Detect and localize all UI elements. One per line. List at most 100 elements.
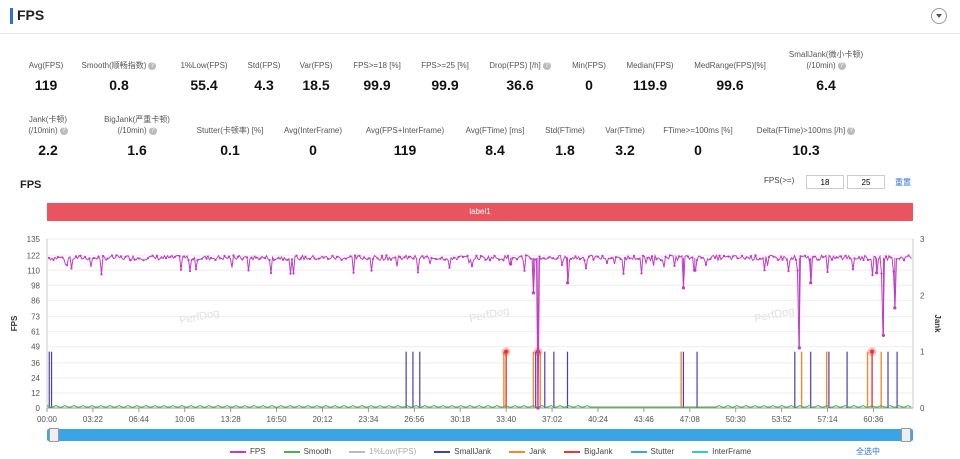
fps-drop-point: [809, 281, 813, 285]
y2-tick-label: 3: [920, 235, 925, 244]
fps-point: [79, 254, 82, 257]
fps-drop-point: [681, 286, 686, 290]
legend-item-stutter[interactable]: Stutter: [630, 447, 674, 456]
time-range-slider[interactable]: [47, 428, 913, 442]
stat-value: 119: [34, 77, 58, 93]
fps-point: [826, 270, 829, 274]
stat-jank: Jank(卡顿) (/10min)? 2.2: [0, 114, 103, 158]
y-tick-label: 135: [27, 235, 41, 244]
fps-point: [61, 256, 64, 259]
help-icon[interactable]: ?: [148, 126, 157, 135]
help-icon[interactable]: ?: [59, 126, 68, 135]
fps-point: [556, 257, 559, 260]
stat-delta-ftime-100ms-h: Delta(FTime)>100ms [/h]? 10.3: [751, 125, 861, 158]
fps-point: [191, 258, 195, 261]
fps-point: [380, 254, 384, 257]
stat-label: Var(FPS): [261, 60, 371, 71]
help-icon[interactable]: ?: [542, 61, 551, 70]
legend-item-smooth[interactable]: Smooth: [283, 447, 331, 456]
fps-point: [511, 257, 514, 260]
fps-point: [106, 257, 109, 260]
fps-point: [772, 255, 775, 258]
help-icon[interactable]: ?: [148, 61, 157, 70]
fps-point: [892, 270, 895, 273]
help-icon[interactable]: ?: [837, 61, 846, 70]
fps-point: [74, 255, 78, 258]
stat-label: SmallJank(微小卡顿) (/10min)?: [771, 49, 881, 71]
fps-point: [370, 269, 373, 272]
fps-point: [578, 258, 582, 261]
stat-smalljank: SmallJank(微小卡顿) (/10min)? 6.4: [771, 49, 881, 93]
fps-point: [794, 258, 798, 261]
legend-item-smalljank[interactable]: SmallJank: [434, 447, 491, 456]
fps-threshold-label: FPS(>=): [764, 176, 795, 185]
fps-point: [179, 268, 183, 271]
collapse-chevron-icon[interactable]: [931, 8, 947, 24]
y-tick-label: 86: [31, 296, 40, 305]
legend-swatch: [564, 450, 581, 453]
fps-point: [254, 256, 258, 259]
help-icon[interactable]: ?: [847, 126, 856, 135]
x-tick-label: 23:34: [358, 415, 379, 424]
fps-point: [299, 257, 303, 260]
legend-label: InterFrame: [712, 447, 752, 456]
fps-point: [317, 257, 321, 260]
stat-value: 0.1: [220, 142, 240, 158]
fps-point: [851, 268, 855, 271]
fps-point: [385, 254, 388, 257]
fps-point: [493, 254, 496, 257]
fps-point: [340, 258, 343, 261]
label-band[interactable]: label1: [47, 203, 913, 221]
fps-threshold-input-2[interactable]: [847, 175, 885, 189]
fps-point: [614, 256, 618, 259]
fps-point: [749, 255, 753, 258]
slider-left-handle[interactable]: [49, 428, 59, 442]
fps-point: [506, 254, 510, 257]
fps-point: [281, 258, 285, 261]
fps-point: [100, 273, 103, 276]
stat-value: 4.3: [254, 77, 274, 93]
fps-point: [353, 254, 357, 257]
fps-point: [349, 255, 352, 258]
fps-point: [740, 254, 744, 257]
slider-right-handle[interactable]: [901, 428, 911, 442]
fps-point: [92, 257, 96, 260]
fps-point: [686, 255, 690, 258]
fps-point: [628, 257, 631, 260]
fps-point: [188, 269, 192, 273]
stat-label: 1%Low(FPS): [149, 60, 259, 71]
x-tick-label: 33:40: [496, 415, 517, 424]
stat-value: 3.2: [615, 142, 635, 158]
reset-link[interactable]: 重置: [895, 178, 911, 187]
fps-point: [574, 255, 577, 258]
stat-fps-18: FPS>=18 [%] 99.9: [322, 60, 432, 93]
fps-drop-point: [565, 281, 570, 285]
fps-point: [592, 258, 595, 261]
fps-point: [308, 257, 312, 261]
legend-item-interframe[interactable]: InterFrame: [692, 447, 751, 456]
fps-threshold-input-1[interactable]: [806, 175, 844, 189]
fps-point: [884, 255, 888, 258]
legend-item-jank[interactable]: Jank: [509, 447, 546, 456]
fps-point: [461, 255, 465, 259]
stat-avg-fps: Avg(FPS) 119: [0, 60, 101, 93]
fps-point: [403, 256, 406, 259]
fps-point: [367, 257, 370, 260]
stat-avg-ftime-ms: Avg(FTime) [ms] 8.4: [440, 125, 550, 158]
legend-item-fps[interactable]: FPS: [230, 447, 266, 456]
fps-point: [200, 257, 204, 260]
legend-item-1-low-fps[interactable]: 1%Low(FPS): [349, 447, 416, 456]
select-all-link[interactable]: 全选中: [856, 447, 880, 456]
stat-label: Drop(FPS) [/h]?: [465, 60, 575, 71]
fps-point: [448, 266, 451, 269]
legend-item-bigjank[interactable]: BigJank: [564, 447, 613, 456]
fps-point: [488, 259, 492, 262]
fps-point: [803, 254, 807, 257]
fps-point: [227, 255, 231, 258]
fps-point: [443, 258, 447, 261]
legend-label: FPS: [250, 447, 266, 456]
x-tick-label: 60:36: [863, 415, 884, 424]
fps-point: [641, 254, 645, 257]
fps-point: [787, 270, 790, 273]
stat-var-ftime: Var(FTime) 3.2: [570, 125, 680, 158]
